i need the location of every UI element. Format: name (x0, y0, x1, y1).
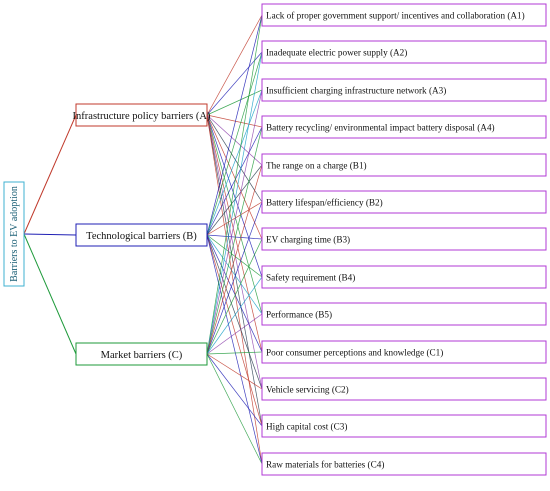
barrier-box (261, 190, 547, 214)
fan-edge (206, 114, 263, 390)
barrier-label: Vehicle servicing (C2) (266, 385, 349, 395)
barrier-node: High capital cost (C3) (261, 414, 547, 438)
fan-edge (206, 234, 263, 315)
fan-edge (206, 351, 263, 355)
fan-edge (206, 234, 263, 390)
fan-edge (206, 51, 263, 236)
fan-edge (206, 353, 263, 465)
barrier-node: Raw materials for batteries (C4) (261, 452, 547, 476)
fan-edge (206, 114, 263, 240)
barrier-node: Safety requirement (B4) (261, 265, 547, 289)
fan-edge (206, 234, 263, 353)
fan-edge (206, 114, 263, 427)
fan-edge (206, 14, 263, 116)
barrier-node: The range on a charge (B1) (261, 153, 547, 177)
category-nodes: Infrastructure policy barriers (A) Techn… (73, 103, 211, 366)
fan-edge (206, 201, 263, 355)
fan-edge (206, 89, 263, 355)
barrier-node: Performance (B5) (261, 302, 547, 326)
barrier-box (261, 414, 547, 438)
barrier-box (261, 377, 547, 401)
barrier-node: EV charging time (B3) (261, 227, 547, 251)
fan-edge (206, 114, 263, 203)
fan-edge (206, 126, 263, 355)
barrier-label: Raw materials for batteries (C4) (266, 460, 384, 470)
fan-edge (206, 114, 263, 353)
barrier-label: Poor consumer perceptions and knowledge … (266, 348, 443, 358)
category-node-c: Market barriers (C) (75, 342, 208, 366)
category-box-c (75, 342, 208, 366)
barrier-box (261, 78, 547, 102)
fan-edge (206, 353, 263, 390)
fan-edge (206, 234, 263, 278)
goal-box (3, 181, 25, 287)
barrier-nodes: Lack of proper government support/ incen… (261, 3, 547, 476)
barrier-box (261, 302, 547, 326)
fan-edge (206, 234, 263, 427)
barrier-box (261, 340, 547, 364)
category-label-b: Technological barriers (B) (86, 231, 197, 242)
barrier-label: High capital cost (C3) (266, 422, 347, 432)
barrier-label: Insufficient charging infrastructure net… (266, 86, 446, 96)
fan-edge (206, 114, 263, 465)
category-to-barrier-edges (206, 14, 263, 465)
barrier-box (261, 3, 547, 27)
fan-edge (206, 164, 263, 355)
category-node-a: Infrastructure policy barriers (A) (73, 103, 211, 127)
fan-edge (206, 114, 263, 315)
goal-edge (23, 233, 77, 355)
goal-node: Barriers to EV adoption (3, 181, 25, 287)
barrier-box (261, 40, 547, 64)
barrier-node: Battery lifespan/efficiency (B2) (261, 190, 547, 214)
fan-edge (206, 276, 263, 355)
barrier-node: Battery recycling/ environmental impact … (261, 115, 547, 139)
barrier-box (261, 153, 547, 177)
goal-label: Barriers to EV adoption (9, 186, 20, 282)
fan-edge (206, 353, 263, 427)
goal-edge (23, 233, 77, 236)
fan-edge (206, 164, 263, 236)
barrier-box (261, 452, 547, 476)
fan-edge (206, 201, 263, 236)
barrier-label: Safety requirement (B4) (266, 273, 355, 283)
category-label-c: Market barriers (C) (101, 350, 183, 361)
category-box-a (75, 103, 208, 127)
barrier-label: The range on a charge (B1) (266, 161, 367, 171)
barrier-box (261, 115, 547, 139)
barrier-label: EV charging time (B3) (266, 235, 350, 245)
barrier-node: Poor consumer perceptions and knowledge … (261, 340, 547, 364)
fan-edge (206, 313, 263, 355)
barrier-node: Vehicle servicing (C2) (261, 377, 547, 401)
barrier-box (261, 227, 547, 251)
fan-edge (206, 114, 263, 278)
barrier-label: Lack of proper government support/ incen… (266, 11, 525, 21)
category-box-b (75, 223, 208, 247)
goal-edge (23, 114, 77, 235)
category-label-a: Infrastructure policy barriers (A) (73, 111, 211, 122)
fan-edge (206, 238, 263, 355)
fan-edge (206, 234, 263, 465)
barrier-label: Battery lifespan/efficiency (B2) (266, 198, 383, 208)
barrier-node: Insufficient charging infrastructure net… (261, 78, 547, 102)
barrier-label: Inadequate electric power supply (A2) (266, 48, 407, 58)
fan-edge (206, 114, 263, 128)
barrier-box (261, 265, 547, 289)
fan-edge (206, 14, 263, 236)
fan-edge (206, 14, 263, 355)
fan-edge (206, 51, 263, 116)
fan-edge (206, 234, 263, 240)
barrier-label: Battery recycling/ environmental impact … (266, 123, 495, 133)
fan-edge (206, 126, 263, 236)
barrier-node: Inadequate electric power supply (A2) (261, 40, 547, 64)
barrier-label: Performance (B5) (266, 310, 332, 320)
fan-edge (206, 51, 263, 355)
fan-edge (206, 89, 263, 116)
fan-edge (206, 89, 263, 236)
barrier-node: Lack of proper government support/ incen… (261, 3, 547, 27)
goal-to-category-edges (23, 114, 77, 355)
category-node-b: Technological barriers (B) (75, 223, 208, 247)
fan-edge (206, 114, 263, 166)
